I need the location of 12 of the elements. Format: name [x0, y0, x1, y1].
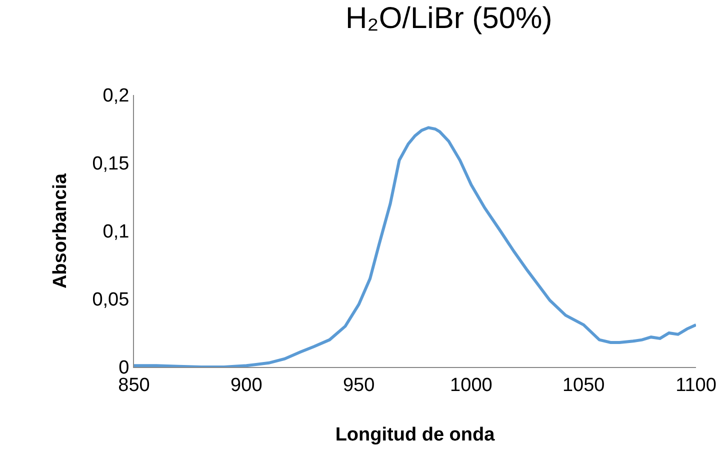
- chart-title: H₂O/LiBr (50%): [346, 2, 552, 35]
- y-tick-label: 0,05: [92, 290, 130, 311]
- x-tick-label: 1100: [676, 374, 716, 396]
- x-tick-label: 1000: [450, 374, 492, 396]
- y-tick-label: 0,2: [102, 86, 130, 107]
- x-axis-title: Longitud de onda: [335, 424, 496, 446]
- y-tick-label: 0,1: [102, 222, 130, 243]
- x-tick-label: 900: [230, 374, 262, 396]
- y-tick-label: 0,15: [92, 154, 130, 175]
- x-tick-label: 1050: [562, 374, 605, 396]
- y-axis-title: Absorbancia: [50, 173, 72, 289]
- x-tick-label: 950: [342, 374, 375, 396]
